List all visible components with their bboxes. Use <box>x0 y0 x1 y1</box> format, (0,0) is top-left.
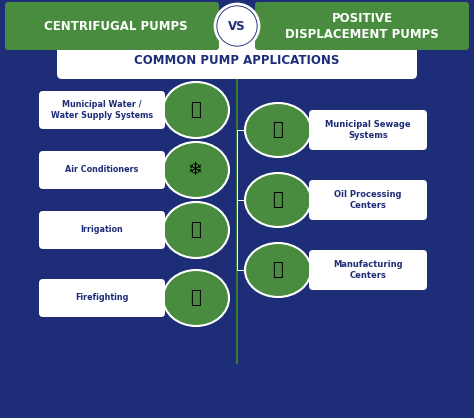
Ellipse shape <box>163 270 229 326</box>
Circle shape <box>215 4 259 48</box>
Text: Firefighting: Firefighting <box>75 293 128 303</box>
Text: ❄️: ❄️ <box>189 161 203 179</box>
Text: Irrigation: Irrigation <box>81 225 123 234</box>
FancyBboxPatch shape <box>5 2 219 50</box>
Text: COMMON PUMP APPLICATIONS: COMMON PUMP APPLICATIONS <box>134 54 340 66</box>
Ellipse shape <box>245 103 311 157</box>
Ellipse shape <box>245 243 311 297</box>
FancyBboxPatch shape <box>39 279 165 317</box>
Text: 💧: 💧 <box>191 221 201 239</box>
Text: Manufacturing
Centers: Manufacturing Centers <box>333 260 403 280</box>
Text: Air Conditioners: Air Conditioners <box>65 166 139 174</box>
Text: VS: VS <box>228 20 246 33</box>
Text: CENTRIFUGAL PUMPS: CENTRIFUGAL PUMPS <box>44 20 188 33</box>
FancyBboxPatch shape <box>39 211 165 249</box>
Text: 🏭: 🏭 <box>273 191 283 209</box>
FancyBboxPatch shape <box>309 250 427 290</box>
FancyBboxPatch shape <box>57 41 417 79</box>
Ellipse shape <box>163 142 229 198</box>
FancyBboxPatch shape <box>309 180 427 220</box>
FancyBboxPatch shape <box>39 91 165 129</box>
FancyBboxPatch shape <box>309 110 427 150</box>
Text: 🌊: 🌊 <box>273 121 283 139</box>
FancyBboxPatch shape <box>255 2 469 50</box>
Text: POSITIVE
DISPLACEMENT PUMPS: POSITIVE DISPLACEMENT PUMPS <box>285 12 439 41</box>
Text: Municipal Sewage
Systems: Municipal Sewage Systems <box>325 120 411 140</box>
FancyBboxPatch shape <box>0 52 474 418</box>
Text: Municipal Water /
Water Supply Systems: Municipal Water / Water Supply Systems <box>51 100 153 120</box>
Text: 🏗️: 🏗️ <box>273 261 283 279</box>
Text: 🔥: 🔥 <box>191 289 201 307</box>
Text: Oil Processing
Centers: Oil Processing Centers <box>334 190 402 210</box>
Ellipse shape <box>163 82 229 138</box>
Ellipse shape <box>245 173 311 227</box>
FancyBboxPatch shape <box>39 151 165 189</box>
Ellipse shape <box>163 202 229 258</box>
Circle shape <box>218 7 256 45</box>
Text: 🚰: 🚰 <box>191 101 201 119</box>
